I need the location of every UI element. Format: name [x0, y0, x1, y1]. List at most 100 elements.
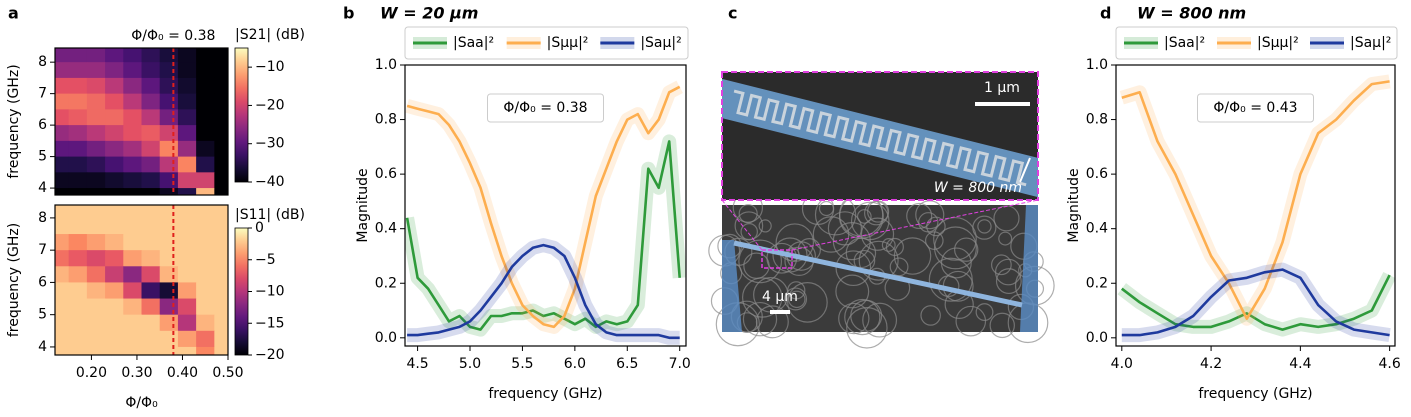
y-tick-label: 7	[38, 86, 47, 102]
heatmap-cell	[123, 77, 142, 95]
heatmap-cell	[196, 217, 215, 235]
heatmap-cell	[177, 156, 197, 173]
heatmap-cell	[196, 140, 215, 158]
heatmap-cell	[196, 330, 215, 348]
texture	[738, 239, 783, 284]
texture	[928, 257, 973, 302]
heatmap-cell	[105, 346, 124, 355]
heatmap-cell	[159, 48, 179, 63]
heatmap-cell	[68, 250, 88, 267]
heatmap-cell	[86, 77, 106, 95]
y-tick-label: 1.0	[375, 57, 397, 73]
x-tick-label: 6.0	[564, 356, 586, 372]
texture	[926, 216, 946, 237]
texture	[995, 268, 1022, 295]
x-axis-label: frequency (GHz)	[1198, 386, 1312, 402]
texture	[846, 307, 888, 349]
width-arrow	[1019, 157, 1031, 183]
colorbar	[234, 227, 249, 356]
heatmap-cell	[196, 346, 215, 355]
heatmap-cell	[86, 188, 106, 195]
heatmap-cell	[68, 62, 88, 79]
panel-letter: b	[343, 4, 354, 23]
heatmap-cell	[159, 205, 179, 219]
texture	[844, 298, 881, 336]
texture	[784, 287, 808, 311]
annotation: Φ/Φ₀ = 0.43	[1213, 100, 1297, 116]
heatmap-cell	[214, 93, 228, 110]
heatmap-cell	[68, 205, 88, 219]
heatmap-cell	[123, 93, 142, 110]
heatmap-cell	[55, 205, 70, 219]
texture	[933, 226, 977, 270]
heatmap-cell	[214, 48, 228, 63]
heatmap-cell	[141, 217, 161, 235]
y-tick-label: 0.4	[1086, 221, 1108, 237]
heatmap-cell	[159, 346, 179, 355]
heatmap-cell	[196, 188, 215, 195]
heatmap-cell	[86, 48, 106, 63]
panel-title: W = 800 nm	[1137, 4, 1246, 23]
heatmap-cell	[55, 282, 70, 300]
heatmap-cell	[86, 330, 106, 348]
heatmap-cell	[105, 250, 124, 267]
scale-label: 1 μm	[984, 80, 1020, 96]
texture	[884, 274, 911, 301]
texture	[893, 237, 932, 275]
heatmap-cell	[159, 314, 179, 332]
heatmap-cell	[123, 188, 142, 195]
heatmap-cell	[159, 188, 179, 195]
y-tick-label: 8	[38, 210, 47, 226]
heatmap-cell	[141, 282, 161, 300]
x-tick-label: 4.2	[1200, 356, 1222, 372]
heatmap-cell	[214, 346, 228, 355]
heatmap-cell	[196, 62, 215, 79]
texture	[787, 282, 828, 323]
heatmap-cell	[177, 234, 197, 251]
heatmap-cell	[141, 93, 161, 110]
colorbar-tick-label: −10	[255, 59, 285, 75]
heatmap-cell	[55, 298, 70, 316]
heatmap-cell	[68, 330, 88, 348]
texture	[991, 254, 1012, 276]
colorbar-tick-label: 0	[255, 220, 264, 236]
y-tick-label: 0.0	[375, 330, 397, 346]
heatmap-cell	[141, 205, 161, 219]
heatmap-cell	[177, 298, 197, 316]
plot-frame	[54, 47, 229, 196]
heatmap-cell	[159, 140, 179, 158]
heatmap-cell	[177, 217, 197, 235]
heatmap-cell	[141, 62, 161, 79]
heatmap-cell	[214, 205, 228, 219]
colorbar-tick-label: −20	[255, 97, 285, 113]
heatmap-cell	[105, 298, 124, 316]
heatmap-cell	[55, 266, 70, 283]
x-axis-label: Φ/Φ₀	[125, 395, 158, 411]
heatmap-cell	[141, 298, 161, 316]
texture	[850, 201, 890, 241]
x-axis-label: frequency (GHz)	[488, 386, 602, 402]
heatmap-cell	[68, 140, 88, 158]
plot-frame	[404, 64, 687, 347]
legend-label: |Saa|²	[1164, 35, 1205, 51]
colorbar-tick-label: −15	[255, 315, 285, 331]
heatmap-cell	[55, 48, 70, 63]
heatmap-cell	[214, 77, 228, 95]
series-line	[1121, 80, 1390, 320]
heatmap	[55, 205, 228, 355]
heatmap-cell	[68, 217, 88, 235]
heatmap-cell	[214, 314, 228, 332]
heatmap-cell	[123, 330, 142, 348]
heatmap-cell	[123, 217, 142, 235]
zoom-line	[721, 199, 763, 251]
heatmap-cell	[141, 125, 161, 142]
y-axis-label: frequency (GHz)	[6, 223, 22, 337]
heatmap-cell	[141, 48, 161, 63]
legend-box	[404, 26, 689, 60]
legend-label: |Sμμ|²	[1257, 35, 1299, 51]
texture	[758, 219, 772, 233]
heatmap-cell	[123, 314, 142, 332]
heatmap-cell	[105, 217, 124, 235]
series-line	[1121, 268, 1390, 337]
